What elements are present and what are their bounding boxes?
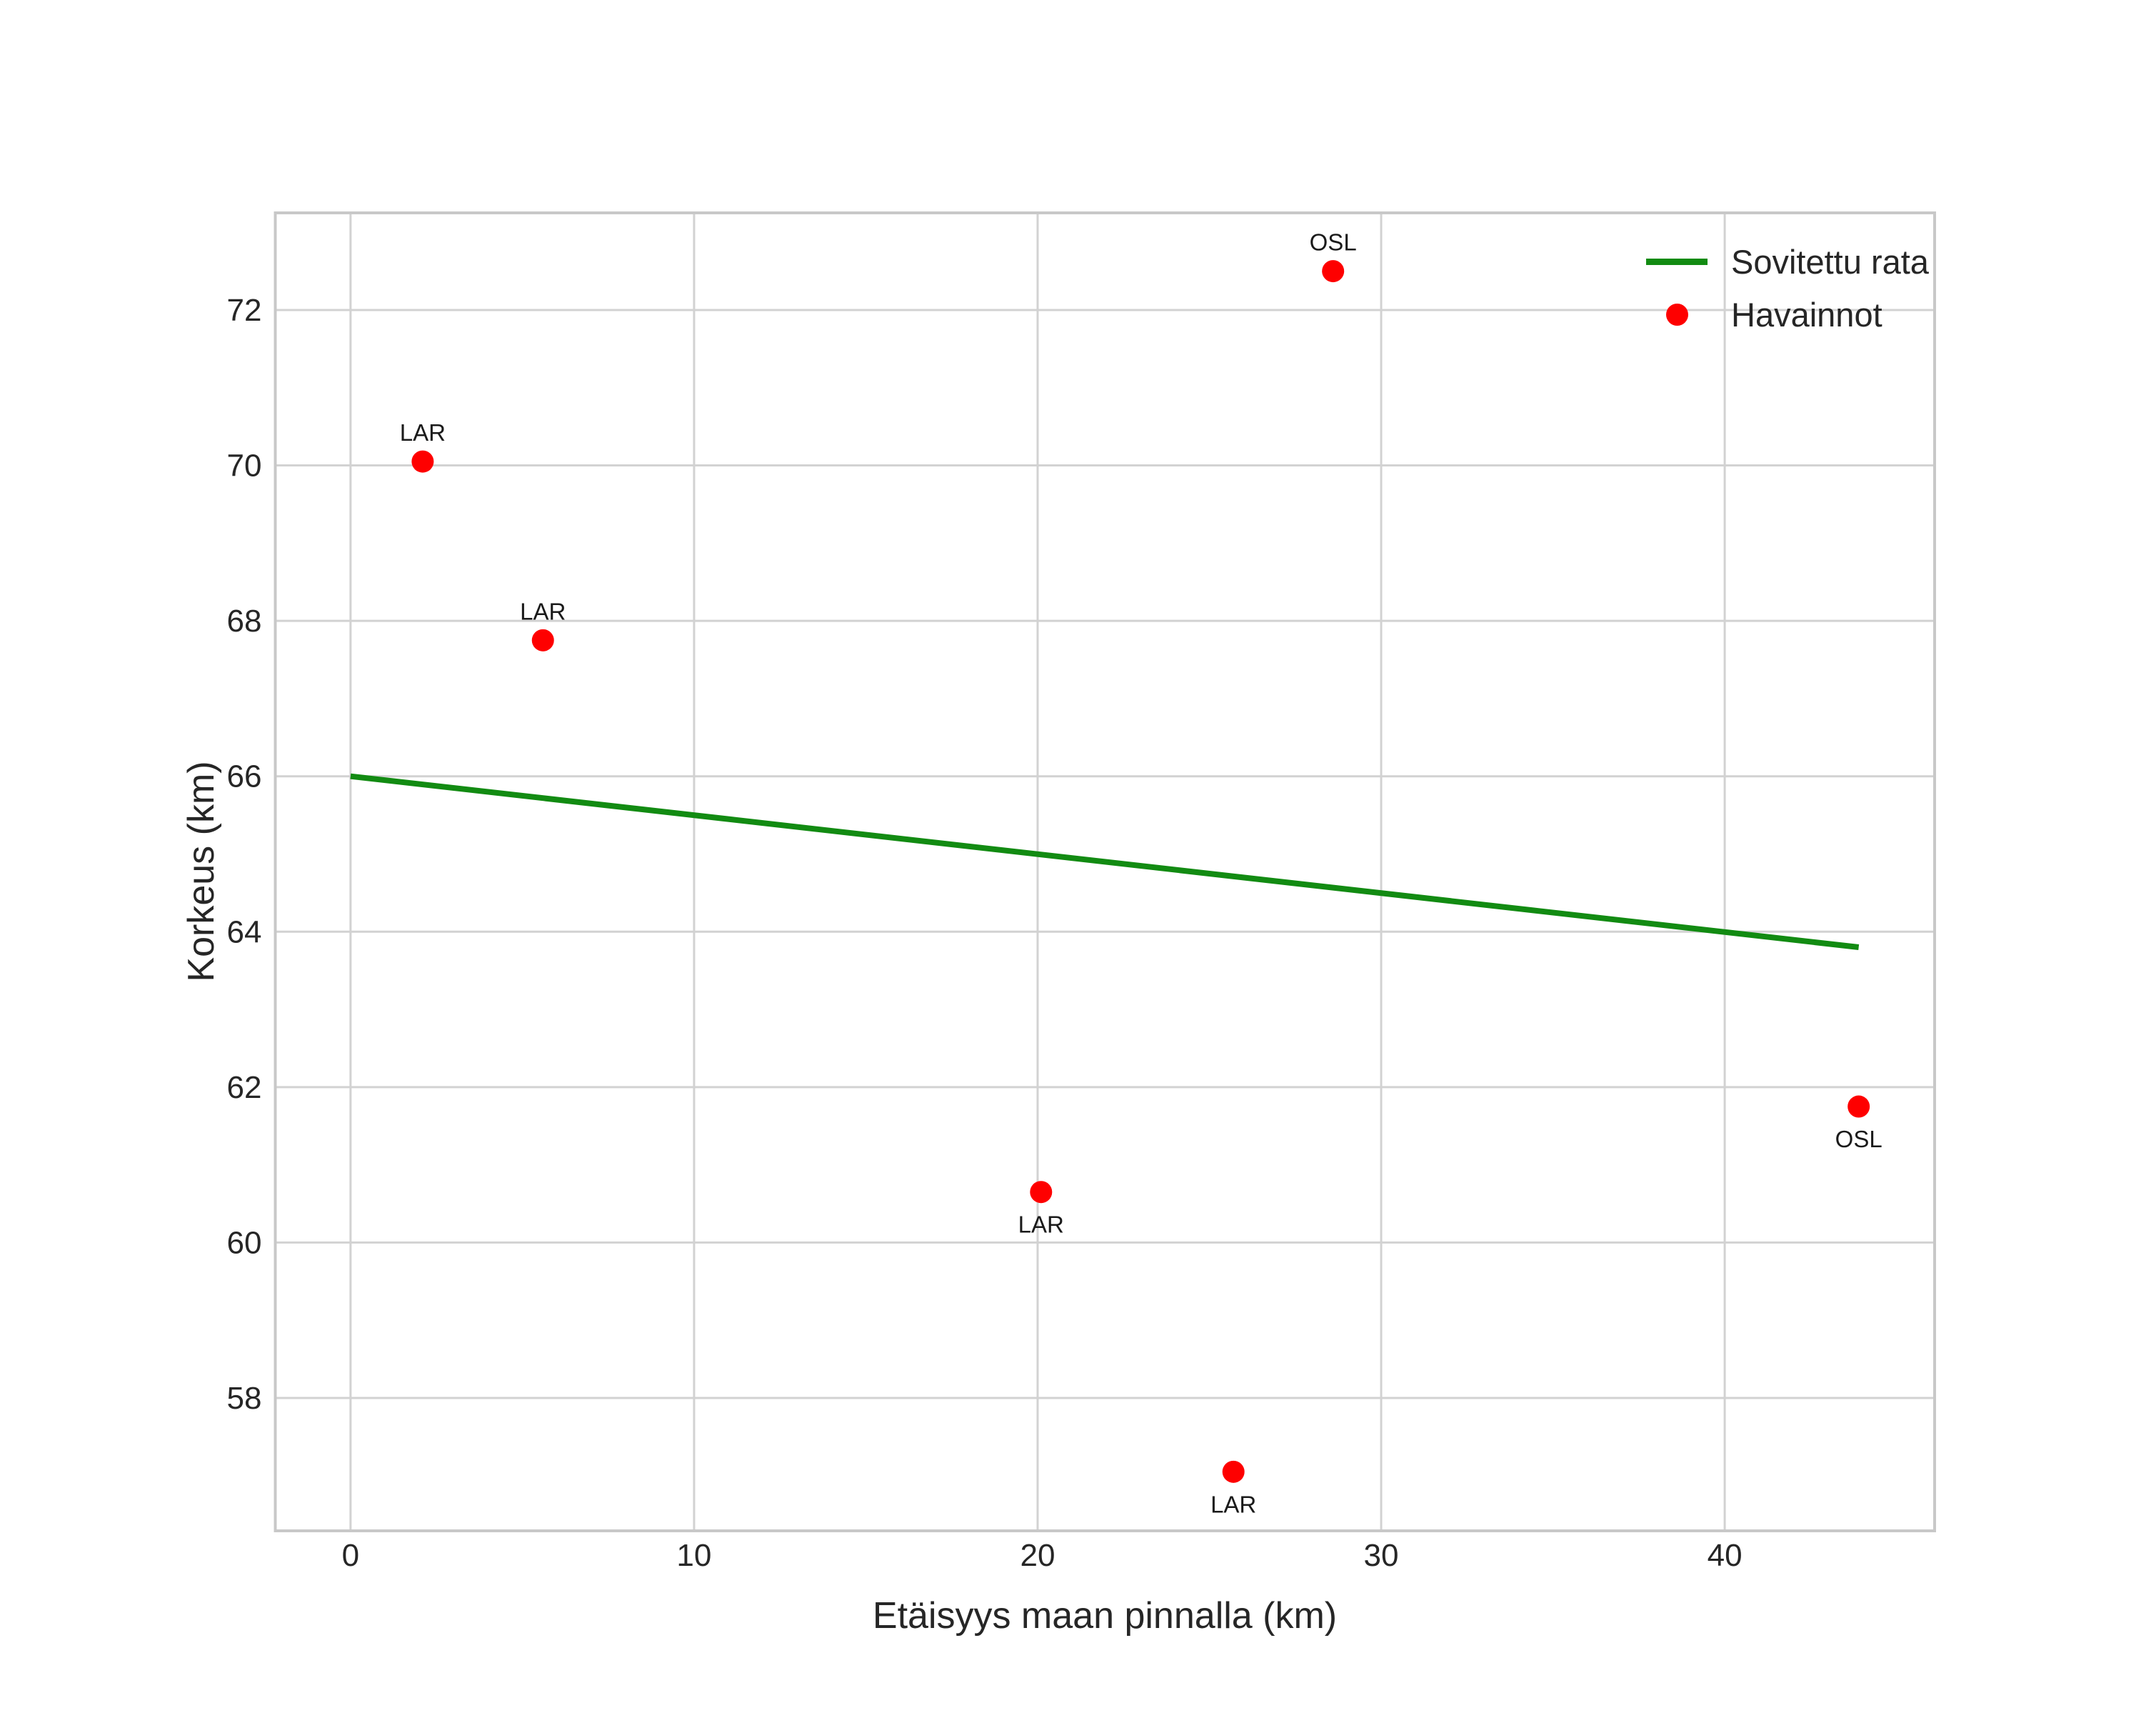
observation-dot-swatch xyxy=(1665,303,1688,326)
y-tick-label: 64 xyxy=(227,914,262,949)
y-tick-label: 60 xyxy=(227,1225,262,1260)
point-label: OSL xyxy=(1835,1126,1882,1152)
data-point xyxy=(1030,1181,1053,1204)
gridlines xyxy=(275,213,1935,1531)
x-tick-label: 20 xyxy=(1020,1538,1055,1573)
y-tick-label: 58 xyxy=(227,1381,262,1416)
legend-label-observations: Havainnot xyxy=(1731,295,1882,334)
x-tick-label: 40 xyxy=(1708,1538,1743,1573)
y-axis-title: Korkeus (km) xyxy=(181,761,222,982)
data-point xyxy=(1222,1460,1245,1483)
point-label: LAR xyxy=(1210,1491,1256,1517)
point-label: LAR xyxy=(1018,1212,1064,1238)
x-axis-title: Etäisyys maan pinnalla (km) xyxy=(872,1595,1338,1637)
x-tick-label: 30 xyxy=(1364,1538,1399,1573)
point-label: OSL xyxy=(1310,229,1357,256)
point-label: LAR xyxy=(520,598,566,624)
legend-item-observations: Havainnot xyxy=(1643,288,1929,341)
fit-line xyxy=(350,773,1860,950)
data-point xyxy=(1847,1095,1870,1118)
data-point xyxy=(531,629,554,651)
y-tick-label: 70 xyxy=(227,449,262,484)
legend-line-swatch xyxy=(1643,258,1711,265)
fit-line-group xyxy=(350,773,1860,950)
legend-item-fit-line: Sovitettu rata xyxy=(1643,235,1929,288)
y-tick-label: 62 xyxy=(227,1070,262,1105)
point-annotations: LAR LAR OSL LAR LAR OSL xyxy=(400,229,1882,1518)
tick-labels: 0 10 20 30 40 72 70 68 66 64 62 60 58 xyxy=(227,293,1743,1573)
fit-line-swatch xyxy=(1646,258,1708,265)
data-point xyxy=(1322,260,1345,283)
plot-frame xyxy=(274,211,1936,1532)
legend: Sovitettu rata Havainnot xyxy=(1643,235,1929,341)
y-tick-label: 72 xyxy=(227,293,262,328)
point-label: LAR xyxy=(400,419,446,446)
x-tick-label: 10 xyxy=(676,1538,711,1573)
legend-label-fit-line: Sovitettu rata xyxy=(1731,242,1929,281)
observation-points xyxy=(411,260,1870,1483)
y-tick-label: 66 xyxy=(227,759,262,794)
x-tick-label: 0 xyxy=(342,1538,359,1573)
y-tick-label: 68 xyxy=(227,604,262,639)
legend-dot-swatch xyxy=(1643,303,1711,326)
data-point xyxy=(411,450,434,473)
plot-border xyxy=(274,211,1936,1532)
